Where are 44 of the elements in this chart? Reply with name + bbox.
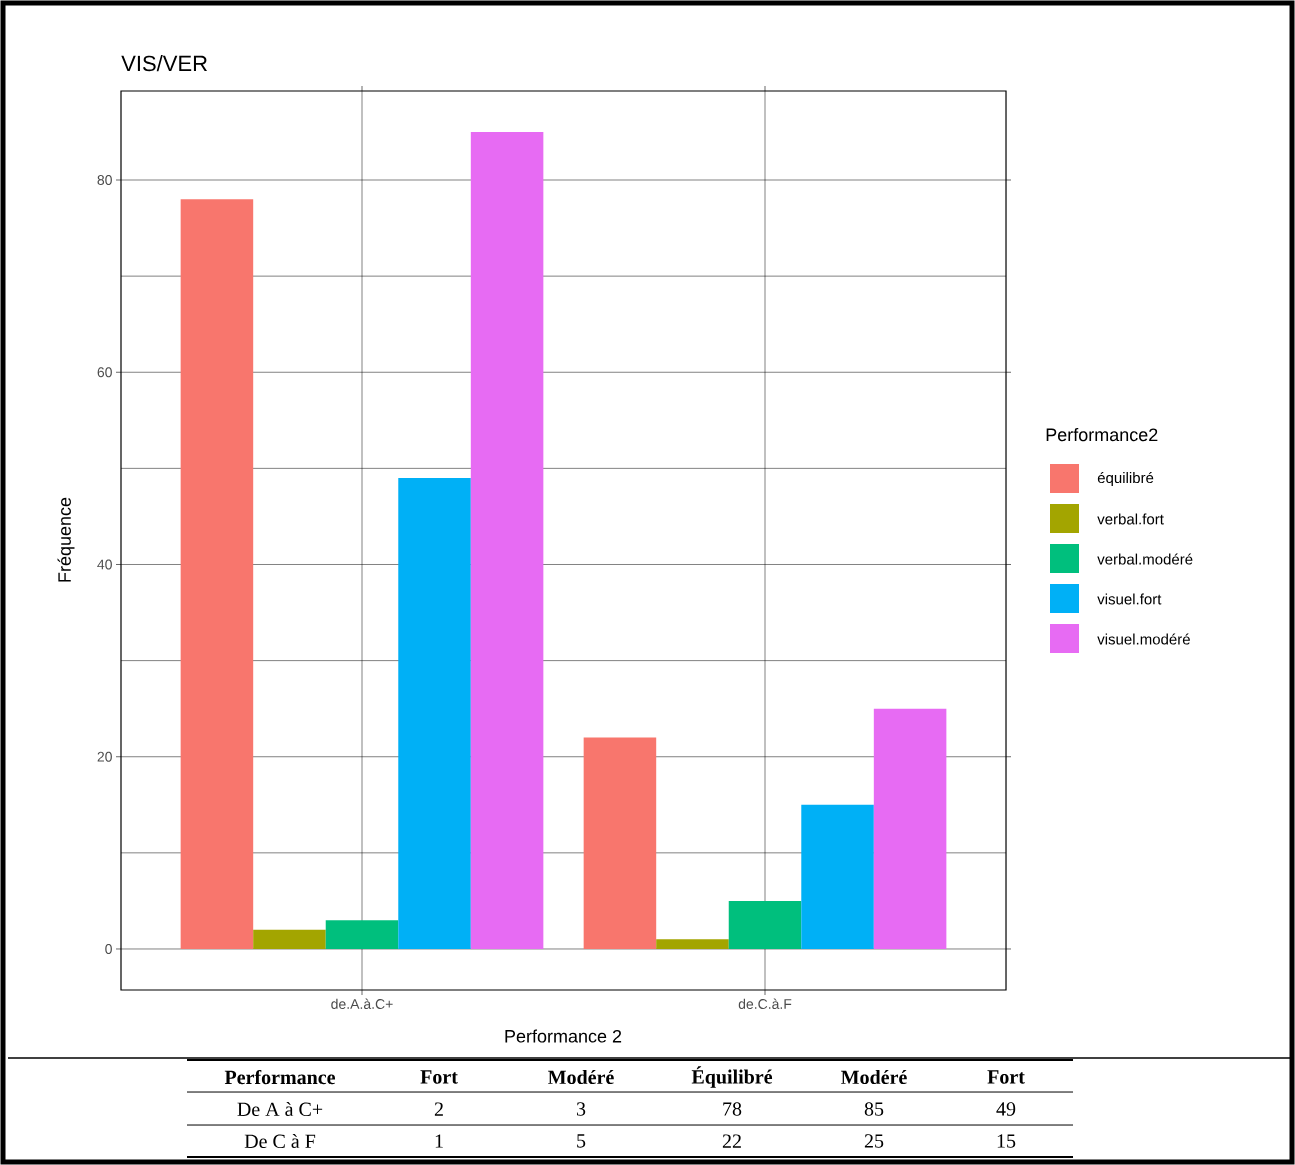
text: Fort (987, 1070, 1025, 1084)
legend-label: verbal.fort (1097, 513, 1164, 525)
y-axis-title: Fréquence (57, 497, 75, 582)
text: Fort (420, 1070, 458, 1084)
text: Modéré (548, 1069, 614, 1085)
chart-title: VIS/VER (121, 55, 207, 72)
x-tick-label: de.C.à.F (738, 998, 792, 1009)
legend-label: visuel.modéré (1097, 633, 1190, 645)
y-tick-label: 40 (97, 559, 112, 570)
text: 25 (864, 1134, 884, 1148)
text: 1 (435, 1134, 443, 1148)
y-tick-label: 20 (97, 751, 112, 762)
bar (325, 920, 399, 949)
text: 15 (997, 1134, 1016, 1148)
legend-label: visuel.fort (1097, 593, 1162, 605)
text: Modéré (841, 1069, 907, 1085)
x-tick-label: de.A.à.C+ (331, 998, 393, 1009)
text: 78 (723, 1102, 742, 1116)
text: 22 (722, 1134, 741, 1148)
y-tick-label: 60 (97, 367, 112, 378)
y-tick-label: 0 (105, 944, 112, 954)
text: Performance (224, 1069, 336, 1085)
bar (180, 199, 254, 949)
text: 3 (576, 1102, 586, 1116)
bar (253, 929, 326, 949)
text: De C à F (244, 1133, 316, 1149)
y-tick-label: 80 (97, 175, 112, 185)
text: 49 (996, 1102, 1016, 1116)
x-axis-title: Performance 2 (505, 1029, 622, 1043)
legend-title: Performance2 (1046, 427, 1158, 442)
bar (398, 477, 471, 949)
bar (873, 708, 947, 949)
text: 85 (864, 1102, 884, 1116)
text: Équilibré (691, 1066, 773, 1088)
text: 5 (577, 1134, 586, 1148)
bar (728, 900, 802, 949)
text: 2 (434, 1102, 443, 1116)
bar (801, 804, 874, 949)
bar (656, 939, 729, 949)
bar (470, 131, 544, 949)
text: De A à C+ (237, 1101, 323, 1117)
legend-label: verbal.modéré (1097, 553, 1193, 565)
legend-label: équilibré (1097, 471, 1154, 487)
bar (583, 737, 657, 949)
